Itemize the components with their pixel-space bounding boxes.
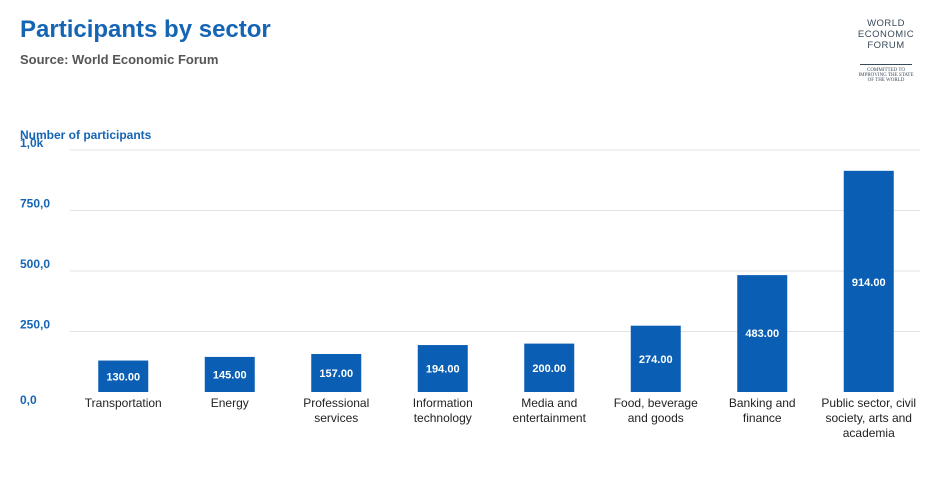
gridlines: [70, 149, 920, 332]
x-tick-label: Energy: [177, 396, 283, 411]
x-tick-label-line: Banking and: [728, 396, 796, 410]
bar: [417, 345, 468, 392]
logo-line: FORUM: [867, 40, 905, 51]
logo-rule: [860, 64, 912, 65]
x-tick-label: Public sector, civil society, arts and aca…: [816, 396, 922, 441]
y-tick-label: 1,0k: [20, 136, 44, 150]
logo-line: WORLD: [867, 18, 905, 29]
data-label: 157.00: [319, 368, 353, 380]
x-tick-label-line: entertainment: [512, 411, 586, 425]
wef-logo: WORLD ECONOMIC FORUM COMMITTED TO IMPROV…: [850, 18, 922, 86]
y-tick-label: 750,0: [20, 197, 50, 211]
x-tick-label: Information technology: [390, 396, 496, 426]
bar: [843, 170, 894, 392]
data-label: 130.00: [106, 371, 140, 383]
x-tick-label-line: Media and: [521, 396, 578, 410]
x-tick-label-line: services: [314, 411, 359, 425]
x-tick-label-line: academia: [842, 426, 895, 440]
logo-tagline: OF THE WORLD: [867, 78, 905, 83]
bar: [311, 354, 362, 392]
data-label: 194.00: [426, 364, 460, 376]
x-tick-label-line: finance: [742, 411, 782, 425]
data-label: 914.00: [852, 277, 886, 289]
data-label: 145.00: [213, 369, 247, 381]
bars: [98, 170, 894, 392]
x-tick-label-line: Food, beverage: [613, 396, 698, 410]
y-tick-label: 0,0: [20, 393, 37, 407]
x-tick-label: Banking and finance: [709, 396, 815, 426]
y-tick-label: 250,0: [20, 318, 50, 332]
data-label: 200.00: [532, 363, 566, 375]
bar: [204, 356, 255, 392]
x-tick-label-line: Professional: [303, 396, 370, 410]
x-tick-label-line: society, arts and: [825, 411, 912, 425]
bar: [737, 275, 788, 392]
x-tick-label: Transportation: [70, 396, 176, 411]
x-tick-label-line: Energy: [210, 396, 249, 410]
chart-title: Participants by sector: [20, 16, 271, 43]
data-labels: 130.00 145.00 157.00 194.00 200.00 274.00 483.…: [106, 277, 885, 383]
x-tick-label-line: and goods: [627, 411, 684, 425]
x-tick-label-line: Information: [412, 396, 473, 410]
y-axis-ticks: 0,0 250,0 500,0 750,0 1,0k: [20, 136, 50, 407]
y-tick-label: 500,0: [20, 257, 50, 271]
y-axis-label: Number of participants: [20, 128, 152, 142]
x-tick-label-line: Transportation: [84, 396, 162, 410]
chart-subtitle: Source: World Economic Forum: [20, 52, 219, 67]
x-tick-label: Professional services: [283, 396, 389, 426]
logo-tagline: COMMITTED TO: [866, 68, 905, 73]
logo-line: ECONOMIC: [857, 29, 915, 40]
bar: [98, 360, 149, 392]
bar: [630, 325, 681, 392]
x-tick-label: Food, beverage and goods: [603, 396, 709, 426]
data-label: 483.00: [745, 328, 779, 340]
logo-tagline: IMPROVING THE STATE: [858, 73, 914, 78]
x-tick-label-line: technology: [413, 411, 472, 425]
data-label: 274.00: [639, 354, 673, 366]
x-tick-label-line: Public sector, civil: [821, 396, 917, 410]
x-tick-label: Media and entertainment: [496, 396, 602, 426]
bar: [524, 343, 575, 392]
